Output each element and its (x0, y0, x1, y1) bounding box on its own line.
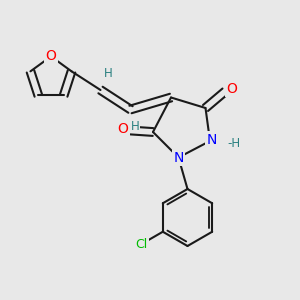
Text: N: N (173, 151, 184, 164)
Text: -H: -H (227, 137, 241, 150)
Text: N: N (206, 133, 217, 146)
Text: O: O (118, 122, 128, 136)
Text: H: H (130, 119, 140, 133)
Text: H: H (103, 67, 112, 80)
Text: Cl: Cl (136, 238, 148, 251)
Text: O: O (226, 82, 237, 96)
Text: O: O (46, 50, 56, 63)
